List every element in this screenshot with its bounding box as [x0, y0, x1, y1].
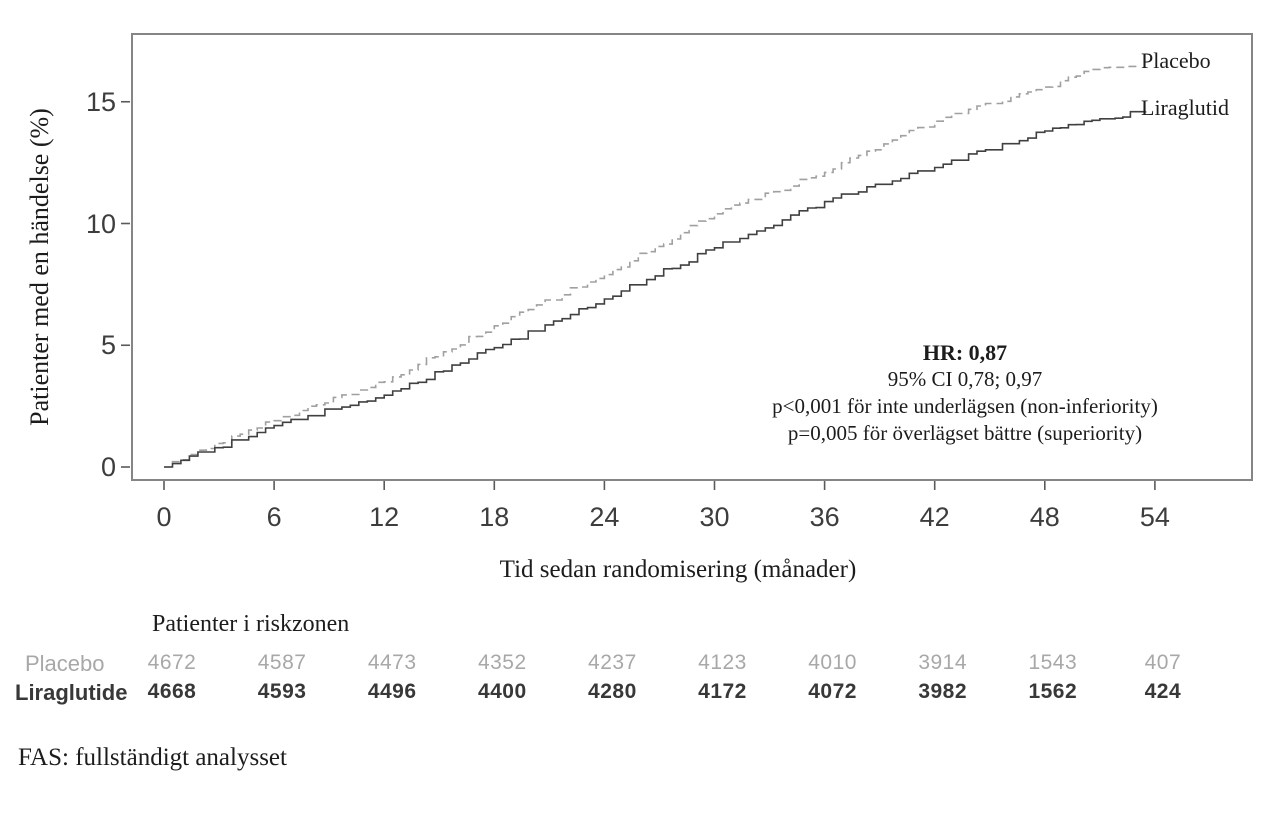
y-tick-label: 0 — [100, 452, 116, 482]
risk-value: 4123 — [698, 651, 747, 674]
x-tick-label: 42 — [919, 502, 950, 532]
risk-value: 4587 — [257, 651, 307, 674]
x-axis-title: Tid sedan randomisering (månader) — [499, 556, 857, 583]
risk-value: 4672 — [147, 651, 197, 674]
curve-liraglutid — [164, 110, 1147, 468]
y-tick-label: 5 — [100, 330, 116, 361]
x-tick-label: 54 — [1139, 502, 1170, 532]
risk-value: 3982 — [918, 680, 968, 703]
risk-value: 4172 — [698, 680, 747, 703]
risk-value: 4010 — [808, 651, 857, 674]
x-tick-label: 48 — [1029, 502, 1060, 532]
x-tick-label: 6 — [266, 502, 282, 532]
superiority-p-text: p=0,005 för överlägset bättre (superiori… — [787, 421, 1143, 445]
x-tick-label: 24 — [589, 502, 620, 532]
plot-area — [131, 33, 1253, 481]
x-tick-label: 18 — [479, 502, 510, 532]
risk-value: 4072 — [808, 680, 857, 703]
footnote: FAS: fullständigt analysset — [18, 744, 287, 771]
risk-value: 4352 — [477, 651, 527, 674]
risk-value: 1562 — [1028, 680, 1078, 703]
risk-table-title: Patienter i riskzonen — [152, 611, 350, 637]
risk-row-label-liraglutide: Liraglutide — [15, 680, 128, 705]
risk-value: 4668 — [147, 680, 197, 703]
stats-annotation: HR: 0,87 95% CI 0,78; 0,97 p<0,001 för i… — [665, 339, 1265, 447]
risk-value: 4593 — [257, 680, 307, 703]
risk-value: 4400 — [477, 680, 527, 703]
confidence-interval-text: 95% CI 0,78; 0,97 — [887, 367, 1043, 391]
x-tick-label: 12 — [369, 502, 400, 532]
risk-row-label-placebo: Placebo — [25, 651, 105, 676]
y-axis-title: Patienter med en händelse (%) — [25, 108, 54, 426]
noninferiority-p-text: p<0,001 för inte underlägsen (non-inferi… — [772, 394, 1158, 418]
x-tick-label: 36 — [809, 502, 840, 532]
y-tick-label: 15 — [85, 86, 116, 117]
plot-border — [131, 33, 1253, 481]
x-tick-label: 30 — [699, 502, 730, 532]
risk-value: 424 — [1144, 680, 1182, 703]
legend-label-liraglutid: Liraglutid — [1141, 95, 1229, 120]
x-tick-label: 0 — [156, 502, 172, 532]
risk-value: 4237 — [588, 651, 637, 674]
risk-value: 4280 — [588, 680, 637, 703]
risk-value: 407 — [1144, 651, 1182, 674]
risk-value: 4496 — [367, 680, 417, 703]
risk-value: 3914 — [918, 651, 968, 674]
curve-placebo — [164, 65, 1138, 468]
hazard-ratio-text: HR: 0,87 — [922, 340, 1008, 365]
legend-label-placebo: Placebo — [1141, 48, 1211, 73]
risk-value: 1543 — [1028, 651, 1078, 674]
y-tick-label: 10 — [85, 208, 116, 239]
risk-value: 4473 — [367, 651, 417, 674]
